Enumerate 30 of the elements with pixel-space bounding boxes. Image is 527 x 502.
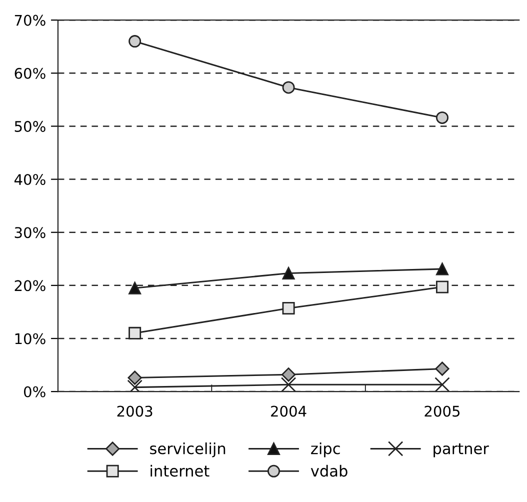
point	[128, 326, 142, 340]
point	[128, 35, 142, 48]
legend-label: vdab	[310, 464, 348, 477]
point	[436, 111, 448, 124]
point	[435, 362, 450, 376]
legend-label: internet	[150, 464, 210, 477]
point	[128, 370, 142, 385]
point	[436, 280, 448, 294]
y-tick-label: 10%	[15, 333, 46, 344]
legend-label: partner	[434, 443, 489, 458]
y-tick-label: 70%	[14, 14, 46, 26]
legend-label: zipc	[311, 442, 340, 458]
y-tick-label: 50%	[14, 120, 46, 132]
x-tick-label: 2004	[271, 406, 306, 417]
x-tick-label: 2003	[117, 406, 152, 417]
point	[434, 377, 450, 392]
y-tick-label: 0%	[24, 386, 46, 398]
y-tick-label: 30%	[14, 227, 46, 238]
point	[280, 377, 296, 392]
y-tick-label: 40%	[14, 174, 46, 186]
point	[128, 282, 142, 294]
x-tick-label: 2005	[424, 406, 460, 417]
y-tick-label: 60%	[14, 68, 46, 79]
point	[282, 266, 295, 280]
point	[436, 262, 448, 276]
legend-label: servicelijn	[150, 442, 226, 458]
point	[281, 368, 296, 382]
point	[282, 81, 295, 94]
point	[282, 302, 295, 314]
y-tick-label: 20%	[14, 280, 46, 292]
